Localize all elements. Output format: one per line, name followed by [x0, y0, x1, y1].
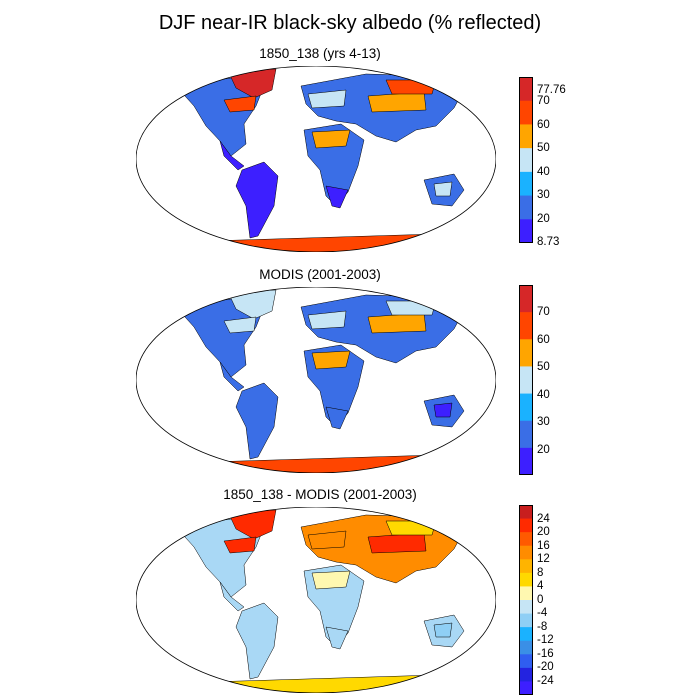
panel-3-colorbar-swatch — [519, 572, 533, 587]
panel-3-colorbar-label-4: 8 — [537, 567, 544, 579]
panel-3-colorbar-swatch — [519, 600, 533, 615]
siberia-snow — [385, 520, 437, 536]
panel-3-colorbar-label-8: -8 — [537, 621, 548, 633]
panel-1-colorbar-label-0: 77.76 — [537, 84, 566, 96]
panel-3-title: 1850_138 - MODIS (2001-2003) — [223, 487, 417, 502]
panel-1-landmasses — [165, 68, 467, 252]
panel-3-colorbar-label-2: 16 — [537, 540, 550, 552]
panel-1-colorbar-swatch — [519, 195, 533, 220]
panel-1-title: 1850_138 (yrs 4-13) — [259, 46, 381, 61]
panel-3-colorbar-outline — [519, 505, 533, 695]
panel-3-colorbar — [519, 505, 533, 695]
siberia-snow — [385, 79, 437, 95]
panel-3-colorbar-label-10: -16 — [537, 648, 554, 660]
panel-1-colorbar-label-2: 60 — [537, 119, 550, 131]
panel-2-colorbar-label-5: 20 — [537, 444, 550, 456]
panel-3-colorbar-swatch — [519, 667, 533, 682]
panel-2-colorbar-label-3: 40 — [537, 389, 550, 401]
panel-3-colorbar-swatch — [519, 681, 533, 695]
panel-1-colorbar-swatch — [519, 171, 533, 197]
panel-2-colorbar-outline — [519, 285, 533, 475]
sahara-desert — [311, 129, 351, 149]
south-america — [235, 161, 279, 239]
panel-2-map — [136, 287, 496, 473]
panel-2-colorbar-swatch — [519, 312, 533, 340]
southern-africa — [325, 626, 349, 650]
arctic-snow — [223, 95, 257, 113]
antarctica — [165, 454, 457, 473]
panel-1-colorbar — [519, 77, 533, 243]
southern-africa — [325, 185, 349, 209]
panel-3-colorbar-swatch — [519, 586, 533, 601]
panel-3-colorbar-swatch — [519, 640, 533, 655]
panel-1-colorbar-swatch — [519, 124, 533, 149]
southern-africa — [325, 406, 349, 430]
central-america — [219, 361, 245, 392]
panel-1-colorbar-swatch — [519, 77, 533, 102]
sahara-desert — [311, 350, 351, 370]
panel-2-colorbar — [519, 285, 533, 475]
panel-2-title: MODIS (2001-2003) — [259, 267, 381, 282]
panel-1-colorbar-label-3: 50 — [537, 142, 550, 154]
panel-2-colorbar-label-0: 70 — [537, 306, 550, 318]
panel-3-colorbar-swatch — [519, 627, 533, 642]
south-america — [235, 382, 279, 460]
panel-2-colorbar-label-1: 60 — [537, 334, 550, 346]
central-america — [219, 581, 245, 612]
panel-1-colorbar-outline — [519, 77, 533, 243]
south-america — [235, 602, 279, 680]
panel-3-map — [136, 507, 496, 693]
antarctica — [165, 674, 457, 693]
panel-3-colorbar-label-12: -24 — [537, 675, 554, 687]
figure-title: DJF near-IR black-sky albedo (% reflecte… — [158, 12, 542, 34]
europe-snow — [307, 310, 347, 330]
antarctica — [165, 233, 457, 252]
panel-2-colorbar-label-4: 30 — [537, 416, 550, 428]
panel-1-map — [136, 66, 496, 252]
panel-2-landmasses — [165, 289, 467, 473]
arctic-snow — [223, 536, 257, 554]
australia-light — [433, 622, 453, 638]
panel-2-colorbar-swatch — [519, 285, 533, 313]
panel-3-colorbar-swatch — [519, 505, 533, 520]
australia-light — [433, 402, 453, 418]
panel-1-colorbar-swatch — [519, 100, 533, 125]
panel-3-colorbar-label-7: -4 — [537, 607, 548, 619]
europe-snow — [307, 530, 347, 550]
panel-2-colorbar-label-2: 50 — [537, 361, 550, 373]
panel-3-colorbar-label-5: 4 — [537, 580, 544, 592]
panel-1-colorbar-label-7: 8.73 — [537, 236, 560, 248]
panel-3-colorbar-swatch — [519, 613, 533, 628]
arctic-snow — [223, 316, 257, 334]
panel-1-colorbar-label-6: 20 — [537, 213, 550, 225]
panel-1-colorbar-swatch — [519, 219, 533, 243]
panel-2-colorbar-swatch — [519, 420, 533, 449]
siberia-snow — [385, 300, 437, 316]
panel-3-colorbar-label-6: 0 — [537, 594, 544, 606]
panel-3-colorbar-label-3: 12 — [537, 553, 550, 565]
panel-1-colorbar-label-4: 40 — [537, 166, 550, 178]
panel-2-colorbar-swatch — [519, 447, 533, 475]
panel-3-landmasses — [165, 509, 467, 693]
central-america — [219, 140, 245, 171]
panel-1-colorbar-label-5: 30 — [537, 189, 550, 201]
panel-3-colorbar-swatch — [519, 654, 533, 669]
panel-3-colorbar-swatch — [519, 532, 533, 547]
panel-3-colorbar-label-11: -20 — [537, 661, 554, 673]
panel-3-colorbar-swatch — [519, 518, 533, 533]
panel-2-colorbar-swatch — [519, 366, 533, 395]
europe-snow — [307, 89, 347, 109]
panel-3-colorbar-swatch — [519, 559, 533, 574]
panel-1-colorbar-swatch — [519, 148, 533, 173]
panel-3-colorbar-label-1: 20 — [537, 526, 550, 538]
panel-3-colorbar-label-0: 24 — [537, 513, 550, 525]
panel-2-colorbar-swatch — [519, 339, 533, 367]
panel-3-colorbar-swatch — [519, 545, 533, 560]
australia-light — [433, 181, 453, 197]
panel-2-colorbar-swatch — [519, 393, 533, 422]
panel-3-colorbar-label-9: -12 — [537, 634, 554, 646]
panel-1-colorbar-label-1: 70 — [537, 95, 550, 107]
sahara-desert — [311, 570, 351, 590]
